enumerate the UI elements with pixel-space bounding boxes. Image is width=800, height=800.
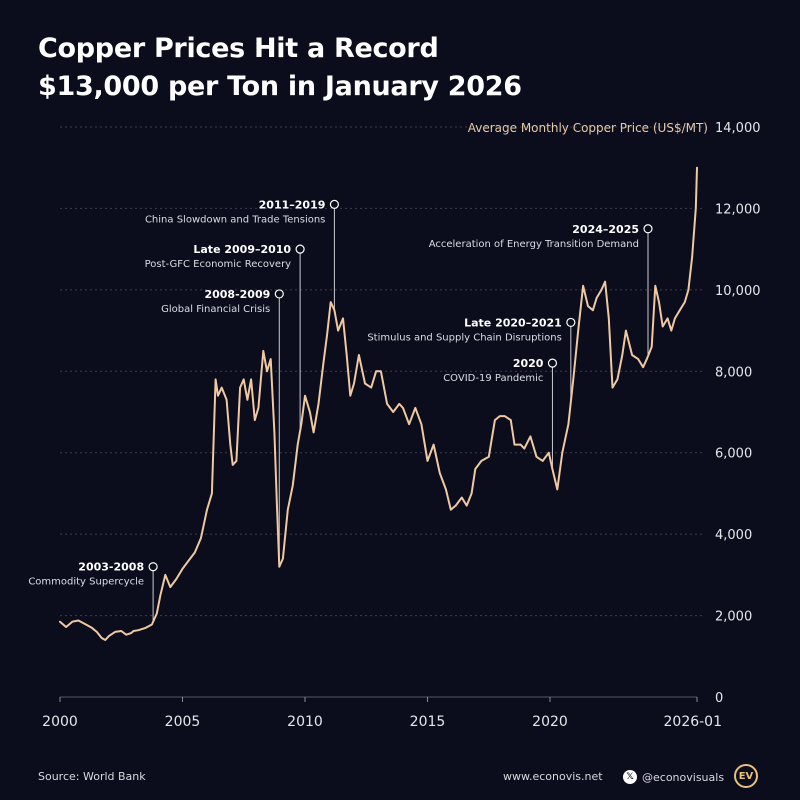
annotation-marker [547, 358, 558, 368]
series-label: Average Monthly Copper Price (US$/MT) [468, 121, 708, 135]
annotation-subtitle: Commodity Supercycle [28, 577, 144, 588]
annotation-marker [295, 244, 305, 254]
annotation: 2020 COVID-19 Pandemic [443, 357, 558, 469]
x-axis-ticks: 2000 2005 2010 2015 2020 2026-01 [42, 697, 722, 730]
y-tick-label: 8,000 [715, 365, 752, 380]
copper-price-chart: 02,0004,0006,0008,00010,00012,00014,000 … [28, 121, 761, 730]
y-axis-ticks: 0 2,000 4,000 6,000 8,000 10,000 12,000 14,000 [715, 121, 761, 706]
x-tick-label: 2000 [42, 714, 78, 730]
annotation: 2003-2008 Commodity Supercycle [28, 561, 158, 622]
annotation-subtitle: Acceleration of Energy Transition Demand [429, 239, 639, 250]
annotation-title: 2011–2019 [259, 198, 326, 211]
grid-lines [60, 126, 705, 698]
annotation-marker [274, 289, 284, 299]
annotation: Late 2009–2010 Post-GFC Economic Recovery [145, 243, 305, 431]
annotation: 2011–2019 China Slowdown and Trade Tensio… [145, 198, 339, 311]
annotation-title: 2008-2009 [204, 288, 270, 301]
annotation: Late 2020–2021 Stimulus and Supply Chain … [367, 316, 576, 402]
x-tick-label: 2020 [532, 714, 568, 730]
chart-title-line-1: Copper Prices Hit a Record [38, 33, 439, 64]
y-tick-label: 4,000 [715, 528, 752, 543]
website-link[interactable]: www.econovis.net [503, 770, 603, 783]
annotation-subtitle: Post-GFC Economic Recovery [145, 259, 292, 270]
y-tick-label: 12,000 [715, 202, 761, 217]
annotation-subtitle: China Slowdown and Trade Tensions [145, 214, 325, 225]
x-tick-label: 2005 [165, 714, 201, 730]
annotation-marker [148, 562, 158, 572]
econovis-logo: EV [734, 764, 758, 788]
annotation-marker [643, 224, 653, 234]
annotation-title: 2020 [513, 357, 544, 370]
annotation: 2008-2009 Global Financial Crisis [161, 288, 284, 567]
annotation-subtitle: Global Financial Crisis [161, 304, 270, 315]
x-tick-label: 2010 [287, 714, 323, 730]
annotation-marker [329, 199, 339, 209]
annotation-marker [566, 317, 576, 328]
annotation-subtitle: Stimulus and Supply Chain Disruptions [367, 332, 561, 343]
chart-title-line-2: $13,000 per Ton in January 2026 [38, 71, 522, 102]
annotation-title: 2024–2025 [572, 223, 639, 236]
x-logo-icon: 𝕏 [623, 770, 637, 784]
annotation-title: Late 2020–2021 [464, 316, 562, 329]
x-tick-label: 2026-01 [664, 714, 723, 730]
source-note: Source: World Bank [38, 770, 146, 783]
social-handle-text: @econovisuals [642, 770, 725, 784]
annotation-title: 2003-2008 [78, 561, 144, 574]
y-tick-label: 2,000 [715, 610, 752, 625]
y-tick-label: 14,000 [715, 121, 761, 136]
chart-title: Copper Prices Hit a Record $13,000 per T… [38, 30, 522, 106]
annotation-title: Late 2009–2010 [193, 243, 291, 256]
annotation: 2024–2025 Acceleration of Energy Transiti… [429, 223, 653, 357]
y-tick-label: 0 [715, 691, 723, 706]
x-tick-label: 2015 [410, 714, 446, 730]
series-line-copper-price [59, 166, 698, 641]
annotation-subtitle: COVID-19 Pandemic [443, 373, 543, 384]
annotations: 2003-2008 Commodity Supercycle 2008-2009 Gl… [28, 198, 653, 622]
y-tick-label: 6,000 [715, 447, 752, 462]
social-handle[interactable]: 𝕏 @econovisuals [623, 770, 724, 784]
y-tick-label: 10,000 [715, 284, 761, 299]
